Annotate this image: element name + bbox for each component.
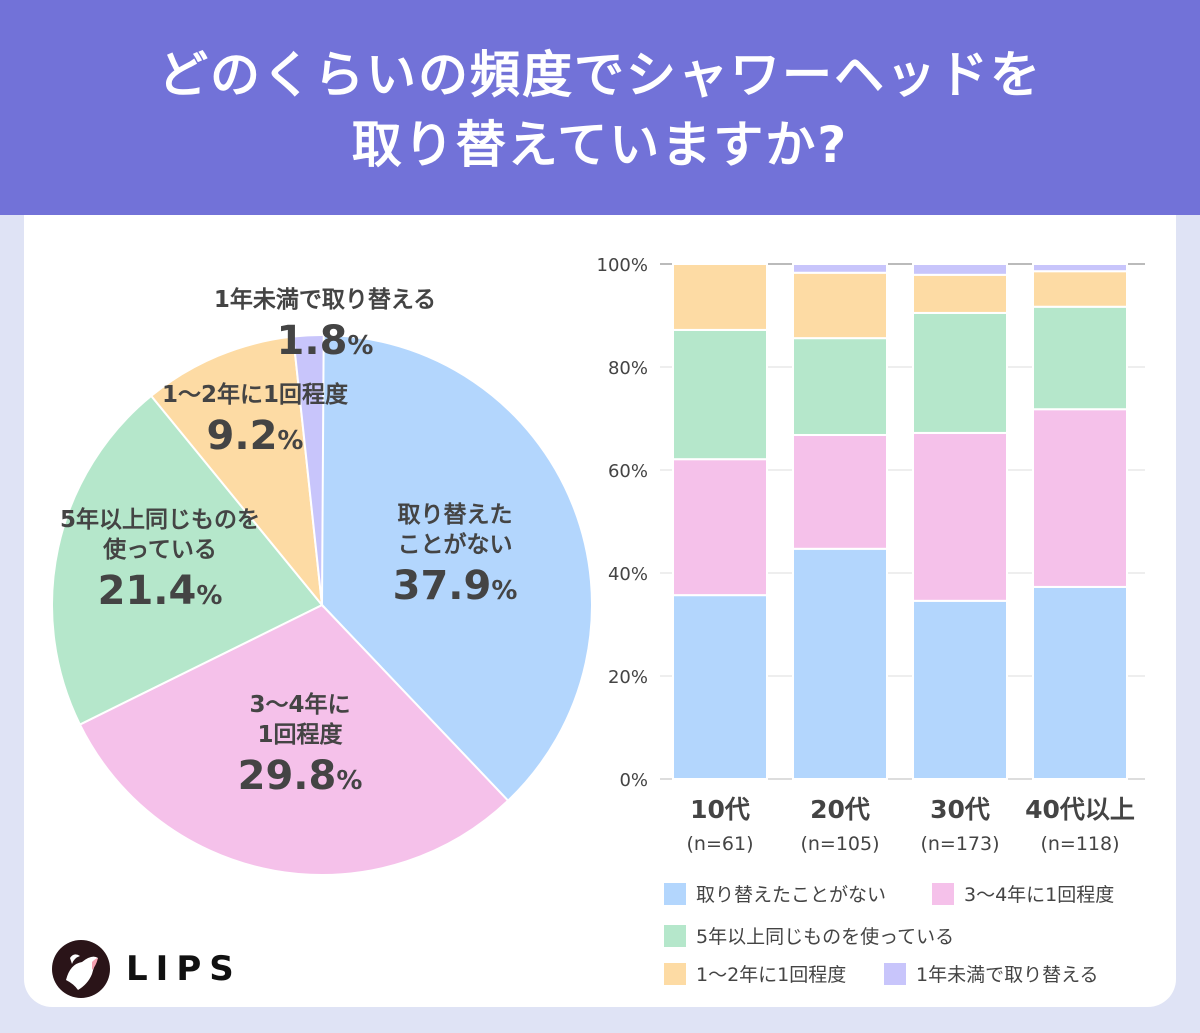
bar-segment xyxy=(1032,263,1128,273)
legend-item-3-4: 3〜4年に1回程度 xyxy=(932,880,1114,907)
lips-logo: LIPS xyxy=(52,940,242,998)
pie-value: 29.8% xyxy=(237,753,363,799)
legend-label: 5年以上同じものを使っている xyxy=(696,926,955,948)
pie-label: 1年未満で取り替える 1.8% xyxy=(214,285,436,372)
bar-segment xyxy=(912,431,1008,602)
pie-label-text: 3〜4年に xyxy=(249,692,351,718)
pie-label-text: 1年未満で取り替える xyxy=(213,287,437,313)
bar-segment xyxy=(1032,305,1128,411)
bar-segment xyxy=(792,433,888,550)
pie-value: 37.9% xyxy=(392,563,518,609)
brand-name: LIPS xyxy=(126,949,242,989)
x-tick-n: (n=118) xyxy=(1040,833,1119,855)
legend-swatch xyxy=(884,962,906,985)
pie-label: 取り替えたことがない 37.9% xyxy=(393,500,518,617)
pie-slice xyxy=(292,334,325,606)
bar-segment xyxy=(912,599,1008,780)
y-tick-label: 80% xyxy=(608,358,648,379)
y-tick-label: 60% xyxy=(608,461,648,482)
legend-label: 1年未満で取り替える xyxy=(916,964,1099,986)
title-line-2: 取り替えていますか? xyxy=(351,116,849,174)
title-line-1: どのくらいの頻度でシャワーヘッドを xyxy=(158,46,1042,104)
x-tick-label: 40代以上 xyxy=(1025,795,1135,824)
x-tick-n: (n=61) xyxy=(687,833,754,855)
legend-item-never: 取り替えたことがない xyxy=(664,880,886,907)
bar-segment xyxy=(1032,408,1128,588)
legend-label: 取り替えたことがない xyxy=(696,884,887,906)
legend-swatch xyxy=(664,962,686,985)
legend-item-5plus: 5年以上同じものを使っている xyxy=(664,922,954,949)
bar-segment xyxy=(1032,270,1128,308)
x-tick-label: 20代 xyxy=(810,795,870,824)
x-tick-label: 30代 xyxy=(930,795,990,824)
title-banner: どのくらいの頻度でシャワーヘッドを 取り替えていますか? xyxy=(0,0,1200,215)
pie-label: 3〜4年に 1回程度 29.8% xyxy=(238,690,363,807)
bar-segment xyxy=(792,263,888,274)
bar-segment xyxy=(672,263,768,331)
legend-label: 3〜4年に1回程度 xyxy=(964,884,1115,906)
bar-segment xyxy=(792,547,888,780)
pie-slice xyxy=(51,394,324,726)
legend-swatch xyxy=(664,924,686,947)
pie-value: 21.4% xyxy=(97,568,223,614)
x-tick-label: 10代 xyxy=(690,795,750,824)
legend-label: 1〜2年に1回程度 xyxy=(696,964,847,986)
bar-segment xyxy=(672,594,768,781)
pie-label-text: 1〜2年に1回程度 xyxy=(161,382,349,408)
bar-segment xyxy=(792,271,888,340)
y-tick-label: 40% xyxy=(608,564,648,585)
x-tick-n: (n=105) xyxy=(800,833,879,855)
legend-item-lt1: 1年未満で取り替える xyxy=(884,960,1099,987)
pie-label-text: 5年以上同じものを xyxy=(59,507,261,533)
legend-swatch xyxy=(932,882,954,905)
x-tick-n: (n=173) xyxy=(920,833,999,855)
pie-slice xyxy=(149,335,324,609)
pie-label-text: 取り替えた xyxy=(397,502,513,528)
pie-label: 1〜2年に1回程度 9.2% xyxy=(162,380,348,467)
bar-segment xyxy=(912,273,1008,314)
bar-segment xyxy=(672,328,768,461)
legend-swatch xyxy=(664,882,686,905)
y-tick-label: 20% xyxy=(608,667,648,688)
pie-slice xyxy=(321,333,593,803)
y-tick-label: 0% xyxy=(619,770,648,791)
pie-label: 5年以上同じものを 使っている 21.4% xyxy=(60,505,260,622)
pie-label-text: ことがない xyxy=(397,532,513,558)
deer-logo-icon xyxy=(52,940,110,998)
pie-value: 1.8% xyxy=(276,318,374,364)
bar-segment xyxy=(912,263,1008,276)
bar-segment xyxy=(912,311,1008,434)
pie-label-text: 使っている xyxy=(103,537,217,563)
bar-segment xyxy=(672,458,768,597)
bar-segment xyxy=(792,337,888,436)
y-tick-label: 100% xyxy=(597,255,648,276)
pie-value: 9.2% xyxy=(206,413,304,459)
bar-segment xyxy=(1032,585,1128,781)
legend-item-1-2: 1〜2年に1回程度 xyxy=(664,960,846,987)
pie-label-text: 1回程度 xyxy=(257,722,343,748)
